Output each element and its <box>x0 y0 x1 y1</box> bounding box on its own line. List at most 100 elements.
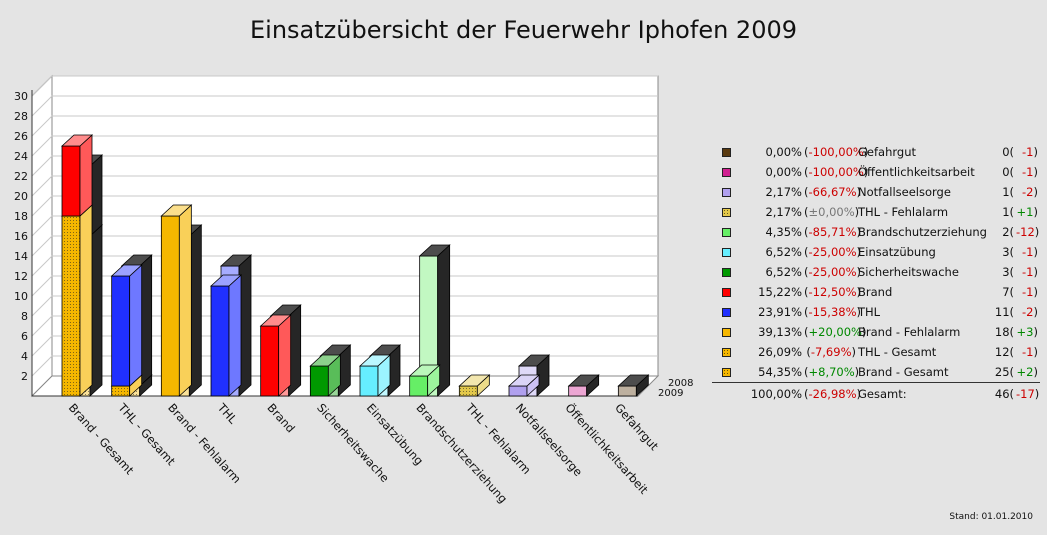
bar-2009 <box>209 274 243 397</box>
bar-2008-top <box>567 374 600 387</box>
legend-name: Brand - Fehlalarm <box>858 325 961 339</box>
legend-swatch <box>722 228 731 237</box>
gridline <box>31 155 658 177</box>
legend-swatch <box>722 328 731 337</box>
gridline <box>31 235 658 257</box>
y-tick-label: 24 <box>14 150 28 163</box>
legend-diff: -1) <box>1022 345 1038 359</box>
legend-row: 0,00% (-100,00%) Gefahrgut 0(-1) <box>712 142 1040 162</box>
gridline <box>31 275 658 297</box>
legend-change: (-25,00%) <box>804 265 861 279</box>
legend-percent: 23,91% <box>758 305 802 319</box>
legend-percent: 39,13% <box>758 325 802 339</box>
legend-swatch <box>722 208 731 217</box>
y-tick-label: 4 <box>21 350 28 363</box>
legend-change: (-100,00%) <box>804 165 869 179</box>
bar-2009-top-front <box>61 145 81 217</box>
bar-2009-front <box>160 215 180 397</box>
bar-2009-side <box>178 204 192 397</box>
legend-change: (-12,50%) <box>804 285 861 299</box>
legend-count: 7( <box>1002 285 1014 299</box>
legend-count: 1( <box>1002 205 1014 219</box>
legend-diff: -1) <box>1022 145 1038 159</box>
bar-2009-top-front <box>111 275 131 387</box>
legend-row: 15,22% (-12,50%) Brand 7(-1) <box>712 282 1040 302</box>
gridline <box>31 215 658 237</box>
total-count: 46( <box>994 387 1014 401</box>
y-tick-label: 16 <box>14 230 28 243</box>
legend-total-row: 100,00% (-26,98%) Gesamt: 46( -17) <box>712 384 1040 404</box>
legend-change: (±0,00%) <box>804 205 860 219</box>
bar-2009-front <box>409 375 429 397</box>
bar-2008-top <box>517 354 551 367</box>
bar-2009 <box>309 354 342 397</box>
legend-swatch <box>722 348 731 357</box>
bar-2009 <box>60 204 94 397</box>
gridline <box>31 315 658 337</box>
legend-row: 2,17% (-66,67%) Notfallseelsorge 1(-2) <box>712 182 1040 202</box>
bar-2009-side <box>278 314 292 397</box>
legend-diff: +2) <box>1016 365 1038 379</box>
bar-2009 <box>259 314 292 397</box>
bar-2009 <box>408 364 441 397</box>
legend-row: 6,52% (-25,00%) Sicherheitswache 3(-1) <box>712 262 1040 282</box>
x-category-label: Gefahrgut <box>612 401 662 454</box>
bar-2008-front <box>617 385 637 397</box>
gridline <box>31 295 658 317</box>
gridline <box>31 115 658 137</box>
legend-percent: 6,52% <box>765 245 802 259</box>
total-diff: -17) <box>1016 387 1040 401</box>
stand-date: Stand: 01.01.2010 <box>949 512 1033 522</box>
legend-swatch <box>722 188 731 197</box>
legend-change: (-7,69%) <box>806 345 856 359</box>
legend-diff: -1) <box>1022 165 1038 179</box>
bar-2008-front <box>568 385 588 397</box>
legend-percent: 54,35% <box>758 365 802 379</box>
legend-swatch <box>722 248 731 257</box>
side-wall <box>31 74 53 398</box>
gridline <box>31 195 658 217</box>
legend-change: (-100,00%) <box>804 145 869 159</box>
gridline <box>31 355 658 377</box>
bar-2009-top <box>209 274 243 287</box>
legend-name: Einsatzübung <box>858 245 936 259</box>
legend-diff: -2) <box>1022 305 1038 319</box>
y-tick-label: 6 <box>21 330 28 343</box>
chart-title: Einsatzübersicht der Feuerwehr Iphofen 2… <box>250 16 797 44</box>
bar-2009-top <box>408 364 441 377</box>
bar-2009 <box>458 374 491 397</box>
legend-name: THL - Gesamt <box>858 345 937 359</box>
y-tick-label: 14 <box>14 250 28 263</box>
legend-percent: 6,52% <box>765 265 802 279</box>
legend-row: 6,52% (-25,00%) Einsatzübung 3(-1) <box>712 242 1040 262</box>
legend-row: 26,09% (-7,69%) THL - Gesamt 12(-1) <box>712 342 1040 362</box>
bar-2009-front <box>210 285 230 397</box>
legend-diff: -1) <box>1022 285 1038 299</box>
legend-swatch <box>722 148 731 157</box>
legend-diff: -12) <box>1016 225 1040 239</box>
bar-2008 <box>567 374 600 397</box>
legend-name: Öffentlichkeitsarbeit <box>858 165 975 179</box>
bar-2009-top <box>160 204 193 217</box>
legend-diff: +3) <box>1016 325 1038 339</box>
legend-row: 0,00% (-100,00%) Öffentlichkeitsarbeit 0(-1… <box>712 162 1040 182</box>
legend-percent: 0,00% <box>765 145 802 159</box>
bar-2009 <box>160 204 193 397</box>
legend-change: (+8,70%) <box>804 365 860 379</box>
legend-name: Sicherheitswache <box>858 265 959 279</box>
bar-2009-top <box>110 264 143 387</box>
gridline <box>31 95 658 117</box>
legend-diff: -1) <box>1022 265 1038 279</box>
legend-swatch <box>722 268 731 277</box>
legend-row: 2,17% (±0,00%) THL - Fehlalarm 1(+1) <box>712 202 1040 222</box>
legend-divider <box>712 382 1040 383</box>
y-tick-label: 30 <box>14 90 28 103</box>
legend-row: 54,35% (+8,70%) Brand - Gesamt 25(+2) <box>712 362 1040 382</box>
bar-2009-top <box>60 134 94 217</box>
y-tick-label: 10 <box>14 290 28 303</box>
bar-2009-side <box>79 204 93 397</box>
y-tick-label: 2 <box>21 370 28 383</box>
bar-2008 <box>617 374 650 397</box>
y-tick-label: 18 <box>14 210 28 223</box>
total-change: (-26,98%) <box>804 387 861 401</box>
